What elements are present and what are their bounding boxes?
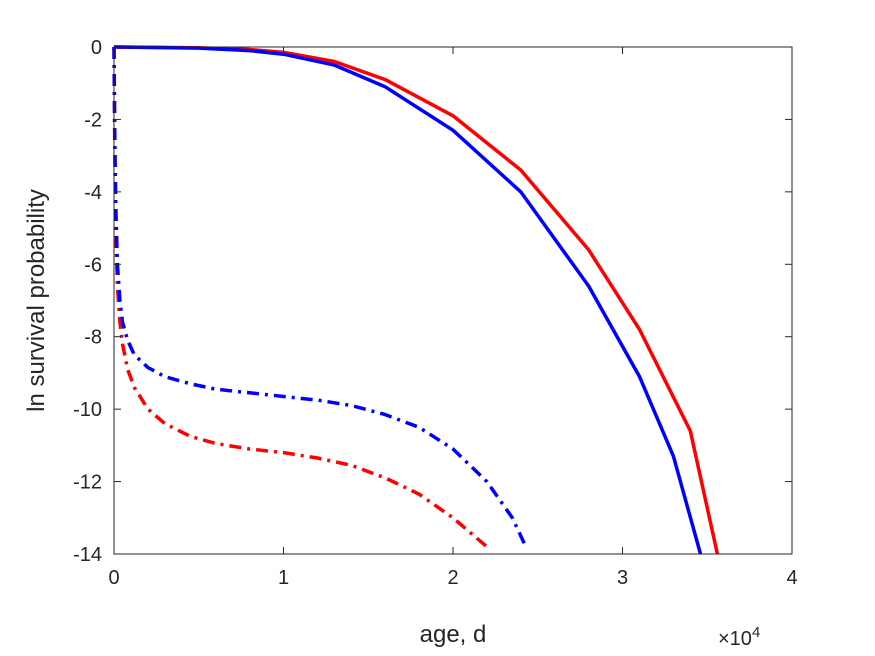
y-tick-label: -2 xyxy=(84,109,102,131)
series-line-4 xyxy=(112,46,528,548)
y-tick-label: 0 xyxy=(91,37,102,59)
x-axis-exponent-label: ×104 xyxy=(718,624,760,651)
x-tick-label: 3 xyxy=(617,567,628,589)
y-tick-label: -14 xyxy=(73,544,102,566)
x-tick-label: 1 xyxy=(278,567,289,589)
y-tick-label: -8 xyxy=(84,327,102,349)
x-exponent-power: 4 xyxy=(752,624,760,641)
x-exponent-base: ×10 xyxy=(718,628,752,650)
ticks-layer: 0 1 2 3 4 0 -2 -4 -6 -8 -10 -12 -14 xyxy=(73,37,797,589)
y-tick-label: -4 xyxy=(84,182,102,204)
y-tick-label: -12 xyxy=(73,472,102,494)
x-axis-label: age, d xyxy=(420,621,487,648)
y-tick-label: -10 xyxy=(73,399,102,421)
x-tick-label: 4 xyxy=(786,567,797,589)
x-tick-label: 0 xyxy=(108,567,119,589)
series-layer xyxy=(112,45,720,555)
x-tick-label: 2 xyxy=(447,567,458,589)
y-tick-label: -6 xyxy=(84,254,102,276)
series-line-2 xyxy=(113,45,703,555)
y-axis-label: ln survival probability xyxy=(23,189,50,412)
